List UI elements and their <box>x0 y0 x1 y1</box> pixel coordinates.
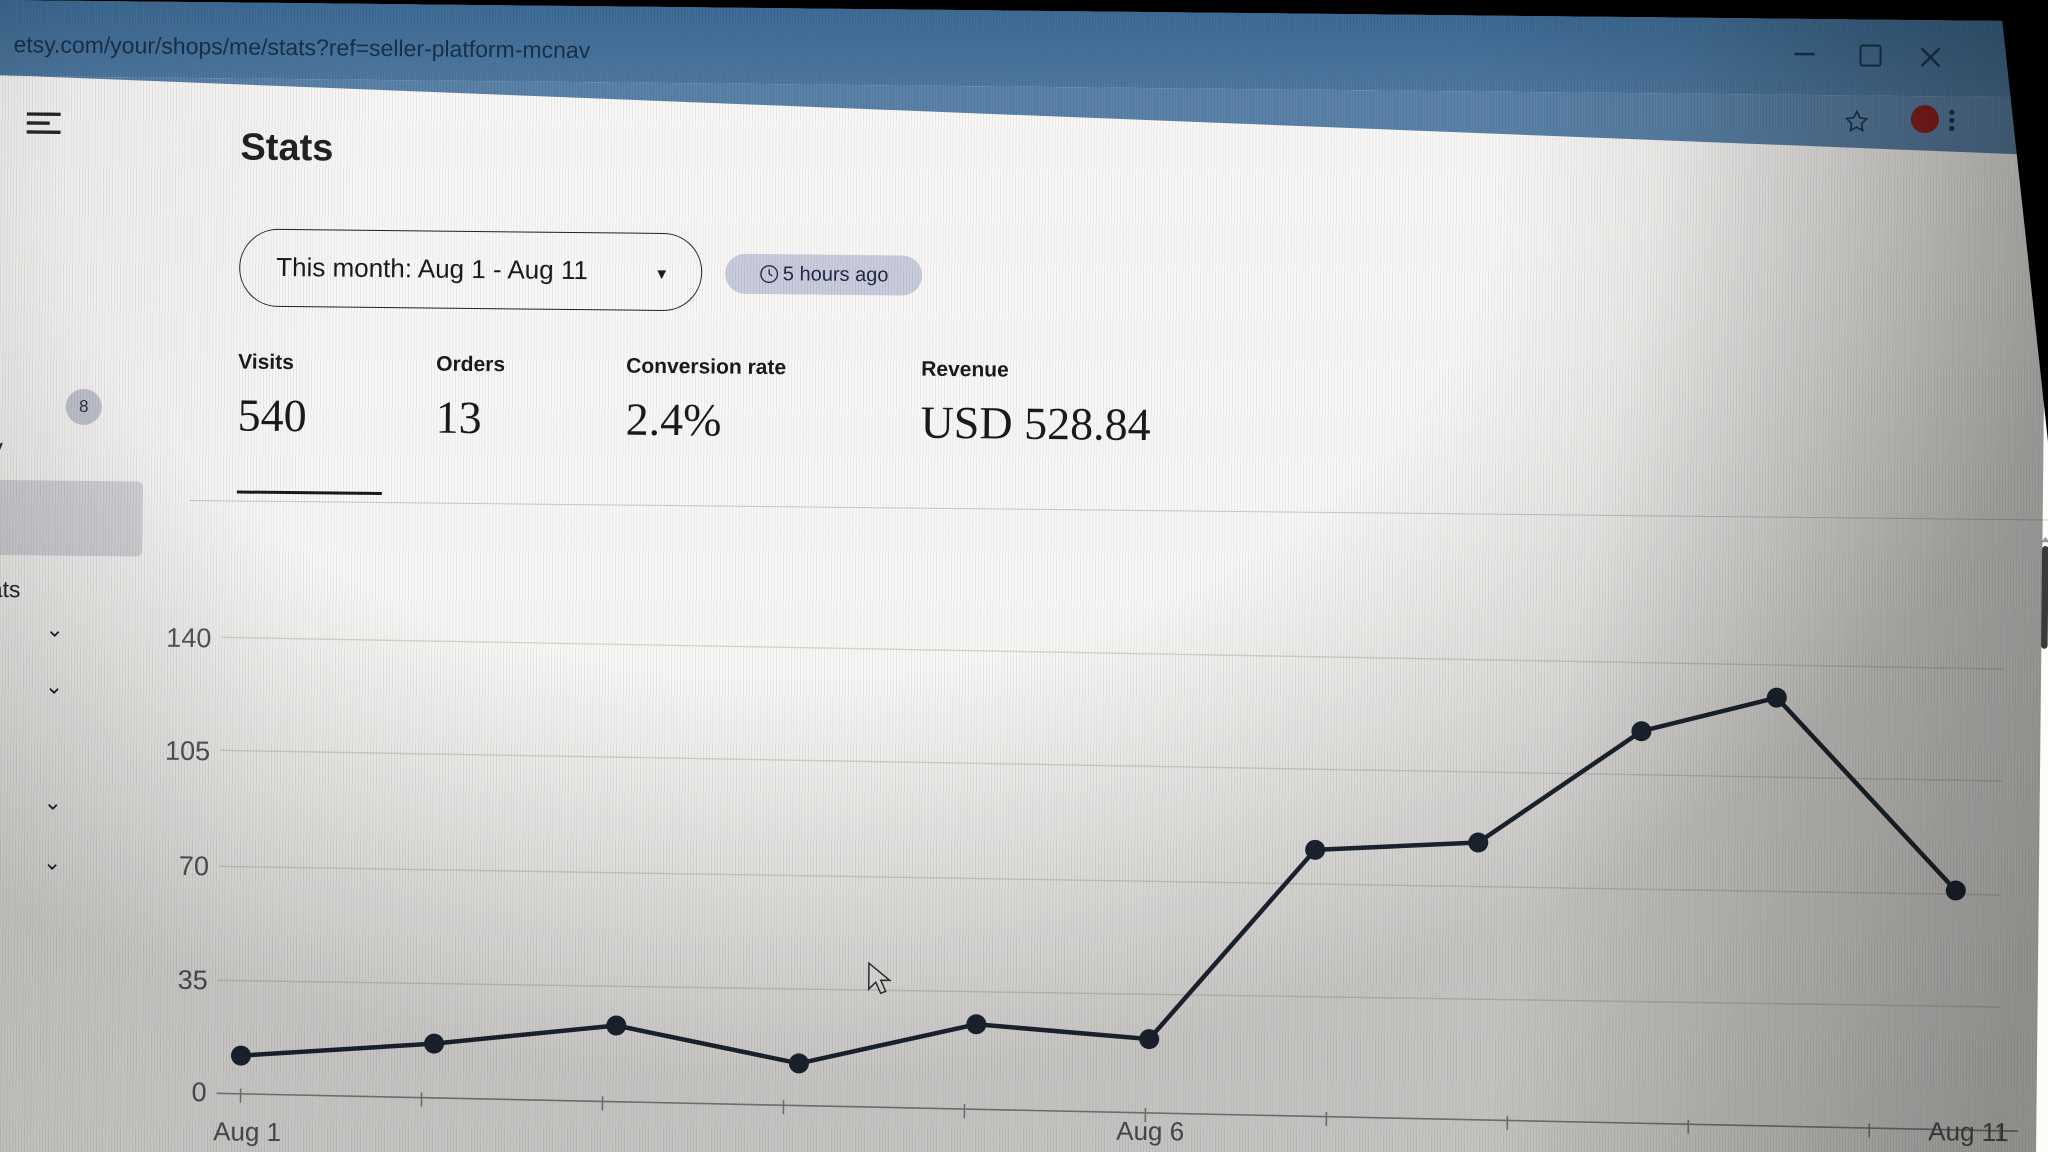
svg-text:105: 105 <box>165 736 210 766</box>
svg-text:Aug 6: Aug 6 <box>1116 1116 1184 1147</box>
svg-text:70: 70 <box>179 851 209 881</box>
svg-text:140: 140 <box>166 623 211 653</box>
svg-text:Aug 11: Aug 11 <box>1928 1116 2009 1147</box>
svg-text:35: 35 <box>178 965 208 995</box>
svg-text:Aug 1: Aug 1 <box>213 1116 281 1147</box>
svg-text:0: 0 <box>191 1077 206 1107</box>
